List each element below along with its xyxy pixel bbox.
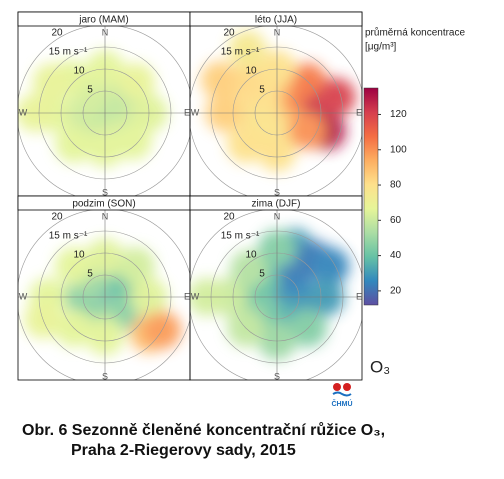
direction-label: S [274, 371, 280, 381]
ring-label: 15 m s⁻¹ [49, 230, 88, 241]
field-cell [229, 249, 268, 288]
logo-icon [332, 383, 352, 397]
logo-text: ČHMÚ [332, 399, 353, 408]
ring-label: 5 [87, 85, 93, 96]
colorbar [363, 87, 379, 306]
colorbar-tick-label: 120 [390, 109, 407, 120]
direction-label: E [356, 107, 362, 117]
panel: 510 15 m s⁻¹ 20 [190, 26, 362, 196]
colorbar-unit: [μg/m³] [365, 42, 397, 53]
colorbar-tick-label: 20 [390, 286, 402, 297]
ring-label: 10 [245, 250, 257, 261]
panel: 510 15 m s⁻¹ 20 [18, 210, 190, 380]
panel: 510 15 m s⁻¹ 20 [190, 210, 362, 380]
direction-label: E [184, 291, 190, 301]
ring-label: 20 [223, 27, 235, 38]
colorbar-tick-label: 100 [390, 144, 407, 155]
strip [189, 195, 363, 211]
colorbar-tick-label: 80 [390, 180, 402, 191]
pollutant: O₃ [370, 357, 390, 376]
panel-title: léto (JJA) [255, 15, 297, 26]
colorbar-tick-label: 40 [390, 250, 402, 261]
ring-label: 15 m s⁻¹ [221, 46, 260, 57]
colorbar-tick-label: 60 [390, 215, 402, 226]
direction-label: N [102, 211, 109, 221]
direction-label: S [102, 371, 108, 381]
panel-title: podzim (SON) [72, 199, 135, 210]
ring-label: 20 [223, 211, 235, 222]
field-cell [288, 111, 327, 150]
field-cell [228, 30, 267, 69]
strip [189, 11, 363, 27]
ring-label: 15 m s⁻¹ [221, 230, 260, 241]
ring-label: 5 [259, 269, 265, 280]
caption: Obr. 6 Sezonně členěné koncentrační růži… [22, 422, 385, 439]
direction-label: N [274, 211, 281, 221]
ring-label: 10 [73, 66, 85, 77]
ring-label: 10 [245, 66, 257, 77]
ring-label: 5 [87, 269, 93, 280]
direction-label: E [184, 107, 190, 117]
field [18, 50, 168, 168]
colorbar-title: průměrná koncentrace [365, 27, 465, 39]
direction-label: S [274, 187, 280, 197]
field-cell [32, 63, 71, 102]
direction-label: W [191, 107, 200, 117]
direction-label: S [102, 187, 108, 197]
direction-label: E [356, 291, 362, 301]
ring-label: 15 m s⁻¹ [49, 46, 88, 57]
direction-label: W [19, 107, 28, 117]
field-cell [311, 247, 350, 286]
field-cell [317, 78, 356, 117]
ring-label: 20 [51, 211, 63, 222]
ring-label: 10 [73, 250, 85, 261]
caption: Praha 2-Riegerovy sady, 2015 [71, 442, 296, 459]
ring-label: 20 [51, 27, 63, 38]
direction-label: W [19, 291, 28, 301]
ring-label: 5 [259, 85, 265, 96]
direction-label: N [102, 27, 109, 37]
panel-title: zima (DJF) [252, 199, 301, 210]
panel: 510 15 m s⁻¹ 20 [18, 26, 190, 196]
panel-title: jaro (MAM) [78, 15, 128, 26]
direction-label: W [191, 291, 200, 301]
direction-label: N [274, 27, 281, 37]
